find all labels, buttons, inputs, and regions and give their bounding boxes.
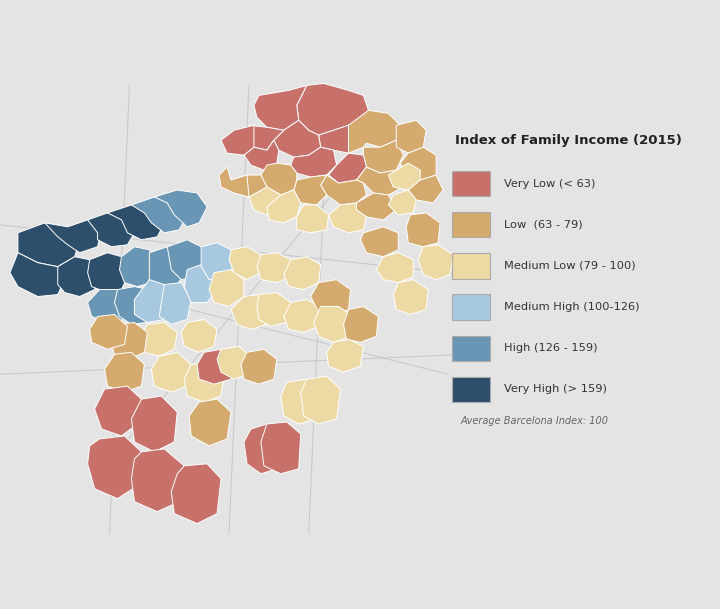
Polygon shape [284, 257, 320, 289]
Polygon shape [320, 175, 366, 205]
Polygon shape [388, 190, 416, 215]
Polygon shape [104, 352, 145, 392]
Polygon shape [254, 85, 307, 130]
Polygon shape [141, 322, 177, 356]
Polygon shape [364, 140, 403, 173]
Polygon shape [377, 253, 413, 283]
Polygon shape [171, 464, 221, 524]
Polygon shape [241, 350, 276, 384]
Polygon shape [406, 213, 440, 247]
Polygon shape [284, 300, 320, 333]
Polygon shape [244, 424, 279, 474]
Polygon shape [281, 379, 320, 424]
Polygon shape [393, 280, 428, 314]
Polygon shape [400, 147, 436, 180]
Polygon shape [88, 436, 141, 499]
Polygon shape [189, 399, 231, 446]
Text: Medium High (100-126): Medium High (100-126) [504, 302, 639, 312]
Text: Very Low (< 63): Very Low (< 63) [504, 178, 595, 189]
Polygon shape [343, 306, 379, 342]
Polygon shape [88, 213, 135, 247]
Polygon shape [319, 121, 369, 153]
Polygon shape [231, 175, 267, 197]
Polygon shape [261, 422, 301, 474]
Polygon shape [107, 205, 164, 240]
Polygon shape [151, 352, 192, 392]
Polygon shape [418, 245, 453, 280]
Polygon shape [120, 247, 158, 287]
Polygon shape [310, 280, 351, 317]
Polygon shape [294, 175, 327, 205]
Polygon shape [328, 153, 366, 183]
FancyBboxPatch shape [452, 294, 490, 320]
Polygon shape [231, 295, 271, 329]
Polygon shape [217, 347, 251, 379]
Polygon shape [132, 396, 177, 452]
Polygon shape [114, 287, 154, 325]
Polygon shape [229, 247, 261, 280]
Polygon shape [181, 320, 217, 352]
Text: Index of Family Income (2015): Index of Family Income (2015) [455, 135, 682, 147]
Text: Average Barcelona Index: 100: Average Barcelona Index: 100 [461, 416, 609, 426]
Polygon shape [184, 362, 224, 402]
Polygon shape [209, 270, 244, 306]
Text: High (126 - 159): High (126 - 159) [504, 343, 598, 353]
Polygon shape [348, 110, 400, 153]
Polygon shape [201, 243, 234, 280]
Polygon shape [247, 125, 284, 150]
Polygon shape [257, 292, 291, 326]
Polygon shape [244, 140, 279, 170]
Polygon shape [132, 449, 184, 512]
Polygon shape [149, 247, 187, 287]
Text: Low  (63 - 79): Low (63 - 79) [504, 220, 582, 230]
Polygon shape [396, 121, 426, 153]
Polygon shape [10, 253, 65, 297]
Polygon shape [274, 121, 320, 157]
Polygon shape [132, 197, 187, 233]
Polygon shape [408, 175, 443, 203]
Polygon shape [327, 339, 364, 372]
Polygon shape [361, 227, 398, 257]
Polygon shape [297, 205, 328, 233]
Polygon shape [109, 322, 148, 359]
Polygon shape [249, 187, 281, 215]
FancyBboxPatch shape [452, 253, 490, 278]
Polygon shape [257, 253, 291, 283]
Polygon shape [328, 203, 366, 233]
Polygon shape [135, 280, 171, 322]
Polygon shape [291, 147, 336, 177]
Polygon shape [45, 220, 102, 253]
Polygon shape [356, 193, 396, 220]
Polygon shape [301, 376, 341, 424]
Polygon shape [94, 386, 141, 436]
Polygon shape [167, 240, 207, 280]
Polygon shape [219, 167, 249, 197]
Text: Very High (> 159): Very High (> 159) [504, 384, 607, 395]
Polygon shape [159, 283, 192, 325]
FancyBboxPatch shape [452, 377, 490, 402]
Polygon shape [88, 289, 127, 322]
Polygon shape [221, 125, 254, 155]
Polygon shape [58, 257, 99, 297]
FancyBboxPatch shape [452, 336, 490, 361]
Polygon shape [314, 306, 354, 342]
FancyBboxPatch shape [452, 212, 490, 238]
Polygon shape [388, 163, 420, 190]
Polygon shape [89, 314, 127, 350]
Polygon shape [297, 83, 369, 135]
FancyBboxPatch shape [452, 171, 490, 196]
Polygon shape [356, 167, 403, 195]
Polygon shape [261, 163, 297, 195]
Polygon shape [18, 223, 80, 267]
Polygon shape [184, 265, 217, 303]
Polygon shape [154, 190, 207, 227]
Text: Medium Low (79 - 100): Medium Low (79 - 100) [504, 261, 636, 271]
Polygon shape [197, 350, 234, 384]
Polygon shape [267, 190, 301, 223]
Polygon shape [88, 253, 130, 292]
